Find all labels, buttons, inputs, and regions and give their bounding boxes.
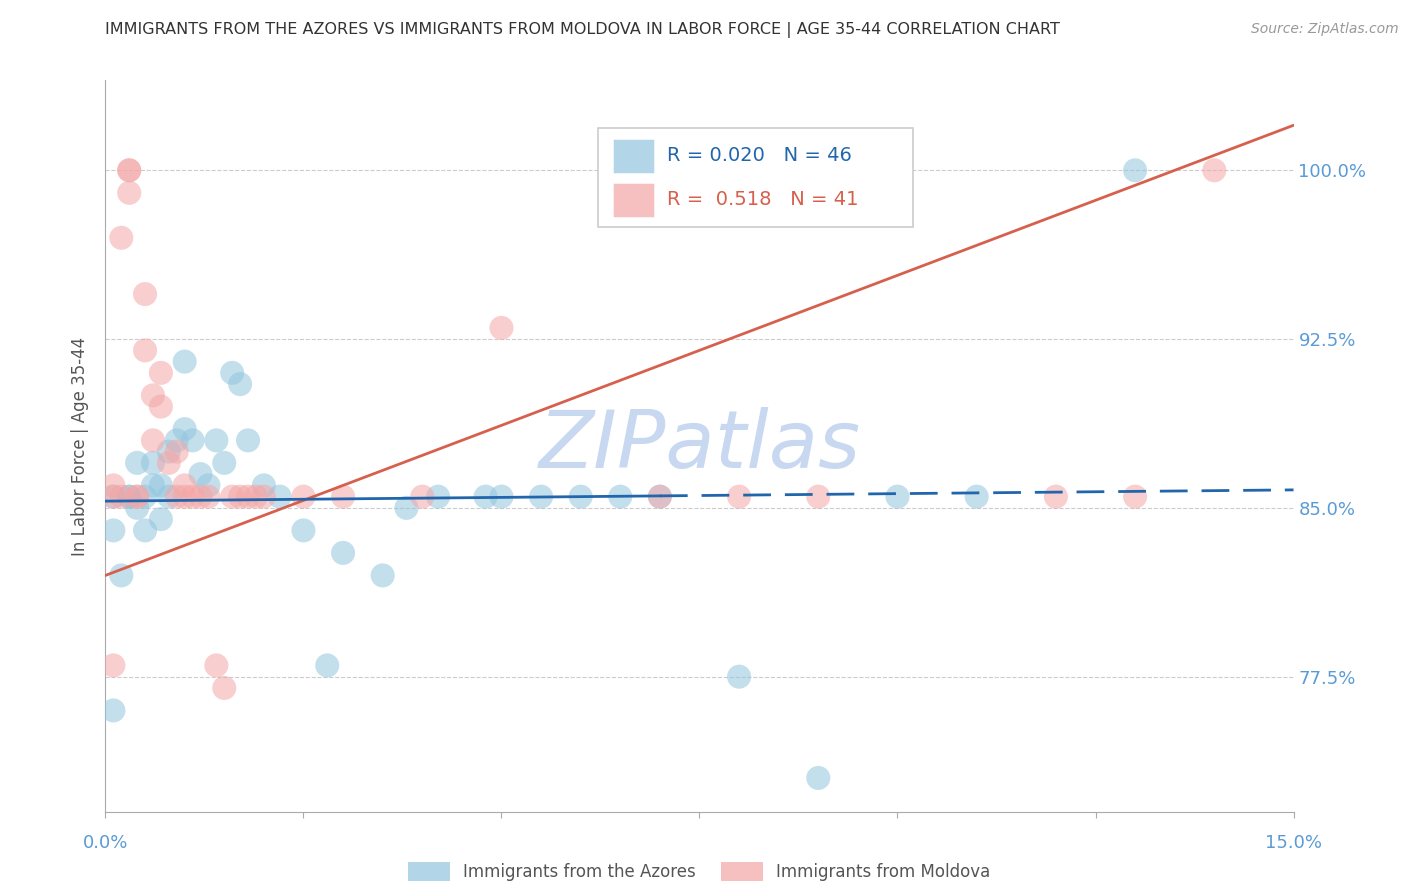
Point	[214, 681, 236, 695]
Point	[173, 422, 195, 436]
Point	[173, 354, 195, 368]
Point	[166, 434, 188, 448]
Point	[190, 467, 212, 482]
Text: 0.0%: 0.0%	[83, 834, 128, 852]
Text: R =  0.518   N = 41: R = 0.518 N = 41	[668, 190, 859, 209]
Point	[149, 366, 172, 380]
Point	[332, 490, 354, 504]
Point	[728, 670, 751, 684]
Point	[157, 456, 180, 470]
Point	[181, 490, 204, 504]
Point	[371, 568, 394, 582]
Point	[229, 377, 252, 392]
Point	[127, 490, 149, 504]
Point	[142, 434, 165, 448]
Point	[103, 703, 125, 717]
Point	[142, 478, 165, 492]
Text: IMMIGRANTS FROM THE AZORES VS IMMIGRANTS FROM MOLDOVA IN LABOR FORCE | AGE 35-44: IMMIGRANTS FROM THE AZORES VS IMMIGRANTS…	[105, 22, 1060, 38]
Point	[149, 512, 172, 526]
Point	[491, 490, 513, 504]
Point	[474, 490, 496, 504]
Point	[292, 524, 315, 538]
Text: Source: ZipAtlas.com: Source: ZipAtlas.com	[1251, 22, 1399, 37]
Point	[491, 321, 513, 335]
Point	[205, 434, 228, 448]
Point	[395, 500, 418, 515]
Point	[332, 546, 354, 560]
Point	[118, 186, 141, 200]
Point	[118, 490, 141, 504]
Point	[166, 444, 188, 458]
Point	[173, 478, 195, 492]
Text: R = 0.020   N = 46: R = 0.020 N = 46	[668, 146, 852, 165]
Point	[103, 524, 125, 538]
Point	[1123, 490, 1146, 504]
Point	[253, 490, 276, 504]
Point	[166, 490, 188, 504]
Point	[205, 658, 228, 673]
Point	[728, 490, 751, 504]
FancyBboxPatch shape	[613, 183, 654, 217]
Point	[149, 478, 172, 492]
Point	[886, 490, 908, 504]
Point	[190, 490, 212, 504]
Point	[118, 163, 141, 178]
Point	[236, 490, 259, 504]
Point	[181, 434, 204, 448]
Point	[966, 490, 988, 504]
Point	[103, 490, 125, 504]
Point	[648, 490, 671, 504]
Point	[807, 771, 830, 785]
Point	[110, 490, 132, 504]
Point	[427, 490, 450, 504]
Point	[134, 524, 156, 538]
Text: 15.0%: 15.0%	[1265, 834, 1322, 852]
Legend: Immigrants from the Azores, Immigrants from Moldova: Immigrants from the Azores, Immigrants f…	[402, 855, 997, 888]
Point	[110, 231, 132, 245]
Point	[118, 163, 141, 178]
Point	[142, 388, 165, 402]
Point	[127, 456, 149, 470]
Point	[648, 490, 671, 504]
Point	[253, 478, 276, 492]
Point	[1204, 163, 1226, 178]
Point	[157, 444, 180, 458]
Point	[221, 366, 243, 380]
Point	[197, 490, 219, 504]
Point	[229, 490, 252, 504]
Point	[292, 490, 315, 504]
Point	[134, 343, 156, 358]
Point	[245, 490, 267, 504]
Point	[530, 490, 553, 504]
Point	[1123, 163, 1146, 178]
Point	[103, 490, 125, 504]
Point	[411, 490, 433, 504]
Point	[118, 490, 141, 504]
Point	[127, 490, 149, 504]
Point	[134, 287, 156, 301]
Point	[197, 478, 219, 492]
Point	[236, 434, 259, 448]
Point	[269, 490, 291, 504]
Point	[103, 478, 125, 492]
Point	[142, 456, 165, 470]
FancyBboxPatch shape	[599, 128, 914, 227]
Point	[157, 490, 180, 504]
Point	[110, 568, 132, 582]
Point	[103, 658, 125, 673]
Point	[316, 658, 339, 673]
Point	[221, 490, 243, 504]
Point	[1045, 490, 1067, 504]
Point	[609, 490, 631, 504]
Point	[214, 456, 236, 470]
Point	[173, 490, 195, 504]
Point	[149, 400, 172, 414]
Point	[569, 490, 592, 504]
FancyBboxPatch shape	[613, 139, 654, 173]
Text: ZIPatlas: ZIPatlas	[538, 407, 860, 485]
Point	[134, 490, 156, 504]
Y-axis label: In Labor Force | Age 35-44: In Labor Force | Age 35-44	[72, 336, 90, 556]
Point	[807, 490, 830, 504]
Point	[127, 500, 149, 515]
